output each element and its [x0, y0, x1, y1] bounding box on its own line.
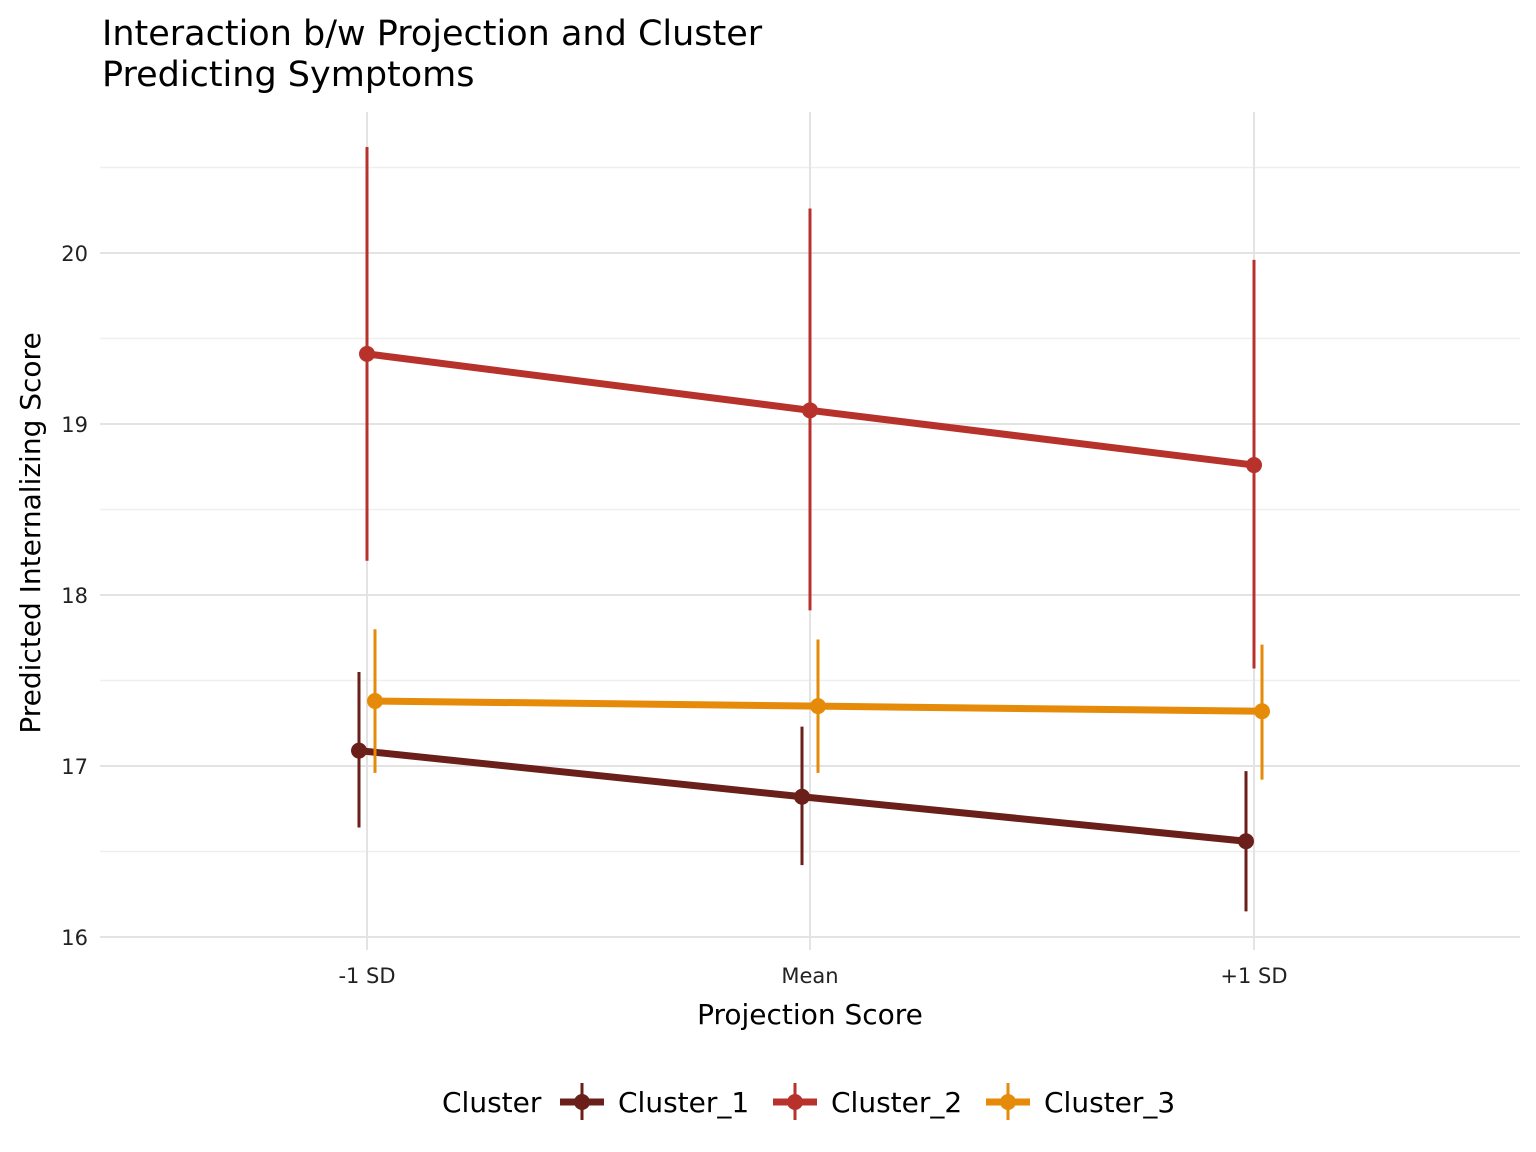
legend-key-point: [574, 1094, 590, 1110]
y-tick-label: 19: [61, 413, 88, 437]
data-point: [802, 402, 818, 419]
y-tick-label: 18: [61, 584, 88, 608]
legend-key-point: [787, 1094, 803, 1110]
legend-item-Cluster_1: Cluster_1: [560, 1083, 749, 1120]
data-point: [810, 698, 826, 715]
chart-title-line-2: Predicting Symptoms: [102, 55, 475, 95]
data-point: [351, 742, 367, 759]
data-point: [1254, 703, 1270, 720]
x-tick-label: Mean: [781, 964, 838, 988]
legend-item-Cluster_2: Cluster_2: [773, 1083, 962, 1120]
y-tick-label: 20: [61, 242, 88, 266]
data-point: [367, 693, 383, 710]
legend-item-Cluster_3: Cluster_3: [986, 1083, 1175, 1120]
x-tick-label: -1 SD: [338, 964, 395, 988]
data-point: [359, 345, 375, 362]
legend-label: Cluster_2: [831, 1086, 962, 1119]
y-tick-label: 16: [61, 926, 88, 950]
legend-title: Cluster: [442, 1086, 542, 1119]
data-point: [794, 788, 810, 805]
legend-label: Cluster_3: [1044, 1086, 1175, 1119]
data-point: [1246, 457, 1262, 474]
series-layer: [351, 146, 1270, 912]
chart-title: Interaction b/w Projection and Cluster P…: [102, 14, 762, 96]
x-tick-labels: -1 SD Mean +1 SD: [338, 964, 1287, 988]
series-Cluster_2: [359, 146, 1262, 669]
y-tick-label: 17: [61, 755, 88, 779]
x-tick-label: +1 SD: [1220, 964, 1287, 988]
legend-key-point: [1000, 1094, 1016, 1110]
legend: Cluster Cluster_1 Cluster_2 Cluster_3: [442, 1083, 1175, 1120]
series-Cluster_3: [367, 629, 1270, 780]
series-Cluster_1: [351, 671, 1254, 912]
data-point: [1238, 833, 1254, 850]
y-tick-labels: 16 17 18 19 20: [61, 242, 88, 950]
chart-title-line-1: Interaction b/w Projection and Cluster: [102, 14, 763, 54]
legend-label: Cluster_1: [618, 1086, 749, 1119]
y-axis-title: Predicted Internalizing Score: [14, 332, 47, 733]
x-axis-title: Projection Score: [697, 998, 923, 1031]
